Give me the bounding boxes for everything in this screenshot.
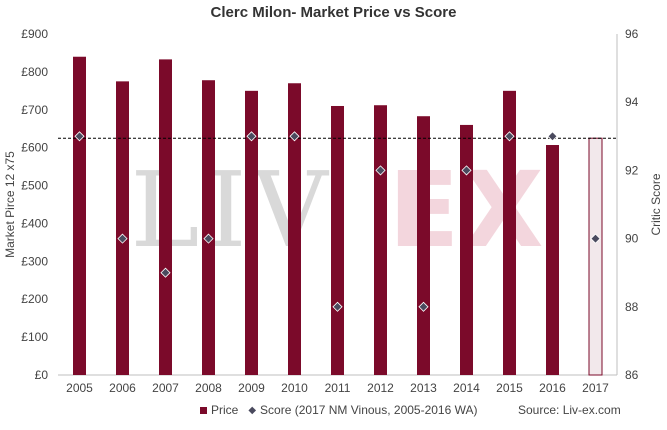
score-point <box>117 233 128 244</box>
score-point <box>246 131 257 142</box>
x-tick-label: 2015 <box>496 381 523 395</box>
y-tick-label: £600 <box>21 141 48 155</box>
source-note: Source: Liv-ex.com <box>518 403 621 417</box>
y2-tick-label: 92 <box>625 163 639 177</box>
legend-score-label: Score (2017 NM Vinous, 2005-2016 WA) <box>260 403 478 417</box>
y-axis-title: Market Pirce 12 x75 <box>3 151 17 258</box>
y2-tick-label: 88 <box>625 300 639 314</box>
price-bar <box>245 90 258 375</box>
y2-tick-label: 86 <box>625 368 639 382</box>
score-point <box>504 131 515 142</box>
x-tick-label: 2011 <box>325 381 351 395</box>
legend-score-diamond-icon: ◆ <box>248 404 257 416</box>
price-bar <box>546 145 559 375</box>
price-bar <box>73 56 86 375</box>
score-point <box>418 301 429 312</box>
score-point <box>590 233 601 244</box>
score-point <box>160 267 171 278</box>
score-point <box>375 165 386 176</box>
legend-price-swatch <box>200 406 207 414</box>
price-bar <box>374 105 387 375</box>
x-tick-label: 2010 <box>281 381 308 395</box>
x-tick-label: 2016 <box>539 381 566 395</box>
x-tick-label: 2006 <box>109 381 136 395</box>
x-tick-label: 2013 <box>410 381 437 395</box>
score-point <box>74 131 85 142</box>
price-bar <box>503 90 516 375</box>
price-bar <box>159 59 172 375</box>
legend-price-label: Price <box>211 403 239 417</box>
y-tick-label: £700 <box>21 103 48 117</box>
x-tick-label: 2005 <box>66 381 93 395</box>
price-bar <box>331 105 344 375</box>
y-tick-label: £100 <box>21 330 48 344</box>
price-bar <box>202 80 215 376</box>
y2-tick-label: 96 <box>625 27 639 41</box>
score-point <box>203 233 214 244</box>
price-bar <box>588 137 603 376</box>
x-tick-label: 2007 <box>152 381 179 395</box>
x-tick-label: 2009 <box>238 381 265 395</box>
y2-tick-label: 94 <box>625 95 639 109</box>
y-tick-label: £300 <box>21 254 48 268</box>
price-bar <box>460 124 473 375</box>
y-tick-label: £800 <box>21 65 48 79</box>
price-bar <box>288 83 301 375</box>
y2-axis-title: Critic Score <box>649 173 663 235</box>
score-point <box>332 301 343 312</box>
x-tick-label: 2014 <box>453 381 480 395</box>
y-tick-label: £200 <box>21 292 48 306</box>
x-tick-label: 2012 <box>367 381 394 395</box>
y-tick-label: £900 <box>21 27 48 41</box>
score-point <box>461 165 472 176</box>
y-tick-label: £500 <box>21 179 48 193</box>
price-bar <box>417 116 430 376</box>
score-point <box>289 131 300 142</box>
score-point <box>547 131 558 142</box>
x-tick-label: 2017 <box>582 381 609 395</box>
chart-title: Clerc Milon- Market Price vs Score <box>210 4 457 21</box>
y-tick-label: £400 <box>21 216 48 230</box>
chart-legend: Price ◆ Score (2017 NM Vinous, 2005-2016… <box>200 403 478 417</box>
price-bar <box>116 81 129 375</box>
y-tick-label: £0 <box>35 368 49 382</box>
y2-tick-label: 90 <box>625 232 639 246</box>
x-tick-label: 2008 <box>195 381 222 395</box>
